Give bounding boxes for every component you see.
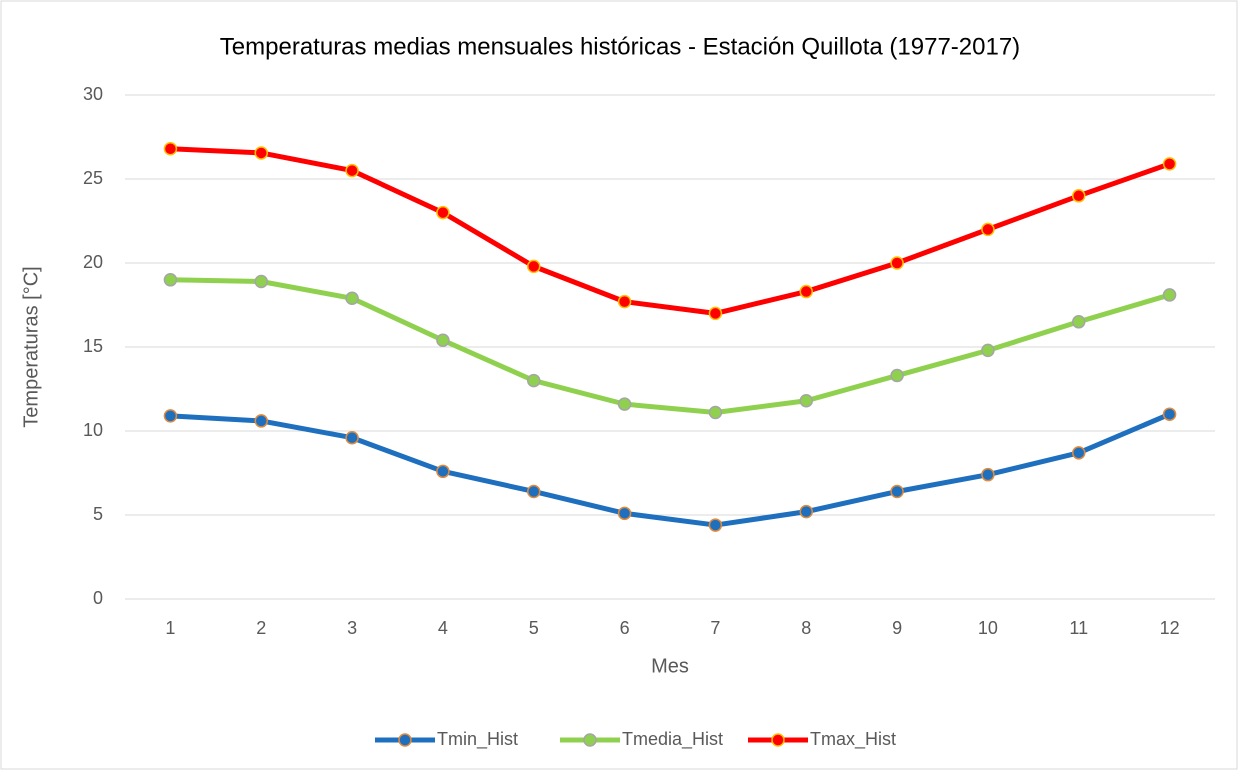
marker [981, 343, 995, 358]
line [170, 411, 1171, 528]
legend-label: Tmax_Hist [810, 729, 896, 750]
marker [1162, 288, 1177, 302]
marker [254, 146, 268, 160]
marker [890, 484, 904, 499]
marker [617, 397, 632, 411]
marker [527, 373, 541, 388]
marker [981, 467, 995, 482]
marker [345, 291, 359, 306]
line [170, 277, 1171, 416]
marker [799, 284, 813, 299]
marker [254, 274, 268, 289]
y-tick-label: 0 [93, 588, 103, 608]
x-tick-label: 6 [620, 618, 630, 638]
marker [799, 394, 813, 408]
marker [981, 222, 995, 237]
y-tick-label: 25 [83, 168, 103, 188]
marker [708, 306, 723, 321]
marker [708, 405, 723, 420]
x-tick-label: 2 [256, 618, 266, 638]
x-tick-label: 9 [892, 618, 902, 638]
y-tick-label: 30 [83, 84, 103, 104]
x-axis-label: Mes [651, 655, 689, 677]
marker [1162, 407, 1177, 421]
legend-label: Tmin_Hist [437, 729, 518, 750]
marker [345, 430, 359, 445]
marker [436, 205, 450, 220]
line [170, 146, 1171, 316]
marker [163, 273, 178, 287]
marker [163, 409, 178, 423]
marker [890, 256, 904, 270]
legend-marker [583, 733, 597, 747]
marker [254, 414, 268, 428]
x-tick-label: 3 [347, 618, 357, 638]
marker [436, 464, 450, 479]
legend-label: Tmedia_Hist [622, 729, 723, 750]
marker [163, 142, 178, 156]
x-tick-label: 4 [438, 618, 448, 638]
x-tick-label: 10 [978, 618, 998, 638]
x-tick-label: 7 [710, 618, 720, 638]
marker [1072, 315, 1086, 329]
marker [617, 294, 632, 309]
marker [436, 333, 450, 348]
marker [617, 506, 632, 521]
x-tick-label: 1 [165, 618, 175, 638]
marker [708, 518, 723, 532]
y-tick-label: 5 [93, 504, 103, 524]
marker [527, 259, 541, 274]
x-tick-label: 12 [1160, 618, 1180, 638]
legend-marker [398, 733, 412, 747]
marker [345, 163, 359, 178]
x-tick-label: 11 [1069, 618, 1088, 638]
y-tick-label: 10 [83, 420, 103, 440]
marker [527, 484, 541, 499]
chart-title: Temperaturas medias mensuales históricas… [220, 33, 1020, 60]
legend-marker [771, 733, 785, 747]
y-tick-label: 20 [83, 252, 103, 272]
marker [1072, 189, 1086, 203]
marker [890, 368, 904, 383]
marker [1072, 446, 1086, 460]
x-tick-label: 5 [529, 618, 539, 638]
y-tick-label: 15 [83, 336, 103, 356]
marker [799, 504, 813, 519]
y-axis-label: Temperaturas [°C] [20, 266, 42, 427]
marker [1162, 157, 1177, 171]
x-tick-label: 8 [801, 618, 811, 638]
